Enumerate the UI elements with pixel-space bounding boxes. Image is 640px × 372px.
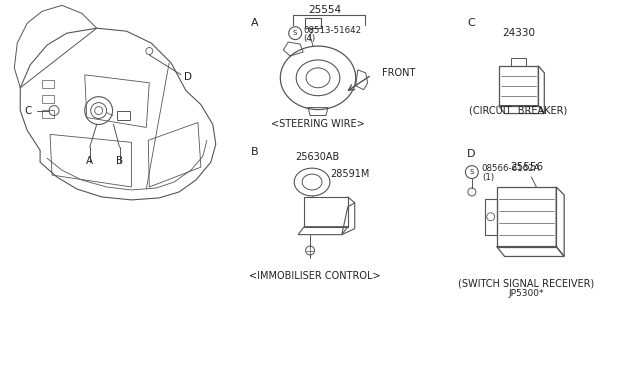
Text: D: D [467,149,476,159]
Text: 28591M: 28591M [330,169,369,179]
Text: JP5300*: JP5300* [509,289,544,298]
Text: C: C [25,106,32,116]
Text: (CIRCUIT  BREAKER): (CIRCUIT BREAKER) [469,106,568,116]
Text: 24330: 24330 [502,28,535,38]
Text: 25556: 25556 [510,162,543,172]
Text: 25554: 25554 [308,5,342,15]
Bar [305,18,321,28]
Text: B: B [250,147,258,157]
Text: FRONT: FRONT [381,68,415,78]
Text: <STEERING WIRE>: <STEERING WIRE> [271,119,365,129]
Bar [42,110,54,118]
Text: A: A [250,18,258,28]
Text: 08566-6162A: 08566-6162A [482,164,540,173]
Text: S: S [470,169,474,175]
Bar [116,110,131,121]
Bar [42,95,54,103]
Text: (SWITCH SIGNAL RECEIVER): (SWITCH SIGNAL RECEIVER) [458,278,595,288]
Text: B: B [116,156,123,166]
Text: (1): (1) [482,173,494,182]
Bar [42,80,54,88]
Text: C: C [467,18,475,28]
Text: A: A [86,156,93,166]
Text: D: D [184,72,192,82]
Text: 25630AB: 25630AB [295,152,339,162]
Text: (4): (4) [303,33,316,43]
Text: S: S [293,30,298,36]
Text: <IMMOBILISER CONTROL>: <IMMOBILISER CONTROL> [249,271,381,281]
Text: 08513-51642: 08513-51642 [303,26,361,35]
